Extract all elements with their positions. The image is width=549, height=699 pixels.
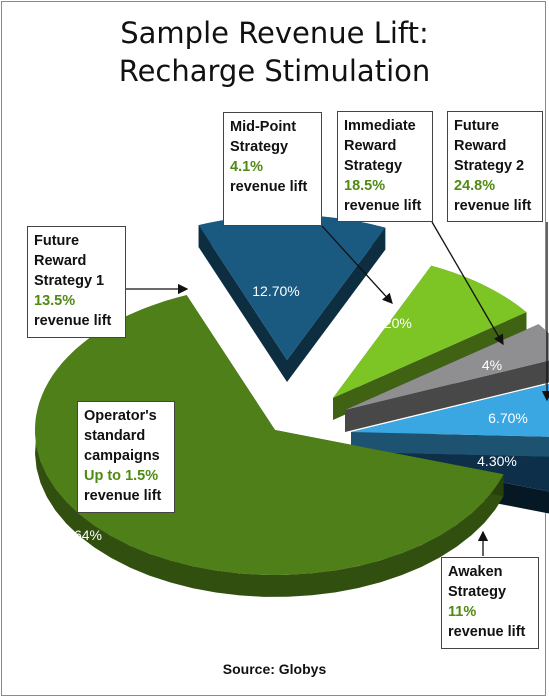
pie-slice-top-0 [198,214,386,360]
slice-label-1: 8.20% [372,315,412,331]
pie-slice-0 [198,214,386,382]
arrow-midpoint [321,225,393,304]
source-note: Source: Globys [222,661,327,677]
slice-label-4: 4.30% [477,453,517,469]
callout-mid-point: Mid-Point Strategy 4.1% revenue lift [223,112,322,226]
pie-slice-wall-2-1 [345,360,549,432]
pie-slice-3 [351,383,549,459]
slice-label-3: 6.70% [488,410,528,426]
pie-slice-wall-0-0 [198,225,287,382]
pie-slice-wall-3-1 [351,432,549,459]
title-line-1: Sample Revenue Lift: [120,16,429,50]
callout-awaken-strategy: Awaken Strategy 11% revenue lift [441,557,539,649]
slice-label-5: 64% [74,527,102,543]
callout-future-reward-1: Future Reward Strategy 1 13.5% revenue l… [27,226,126,338]
slice-label-2: 4% [482,357,502,373]
pie-slice-2 [345,324,549,432]
pie-slice-top-3 [351,383,549,437]
pie-slice-top-1 [333,265,527,398]
callout-immediate-reward: Immediate Reward Strategy 18.5% revenue … [337,111,433,222]
pie-slice-top-4 [345,452,549,492]
chart-title: Sample Revenue Lift: Recharge Stimulatio… [0,14,549,90]
title-line-2: Recharge Stimulation [118,54,431,88]
callout-future-reward-2: Future Reward Strategy 2 24.8% revenue l… [447,111,543,222]
pie-slice-top-2 [345,324,549,410]
arrow-immediate [431,221,504,346]
pie-slice-1 [333,265,527,420]
callout-operator-standard: Operator's standard campaigns Up to 1.5%… [77,401,175,513]
slice-label-0: 12.70% [252,283,299,299]
pie-slice-wall-0-1 [287,227,386,382]
pie-slice-wall-1-1 [333,312,527,420]
